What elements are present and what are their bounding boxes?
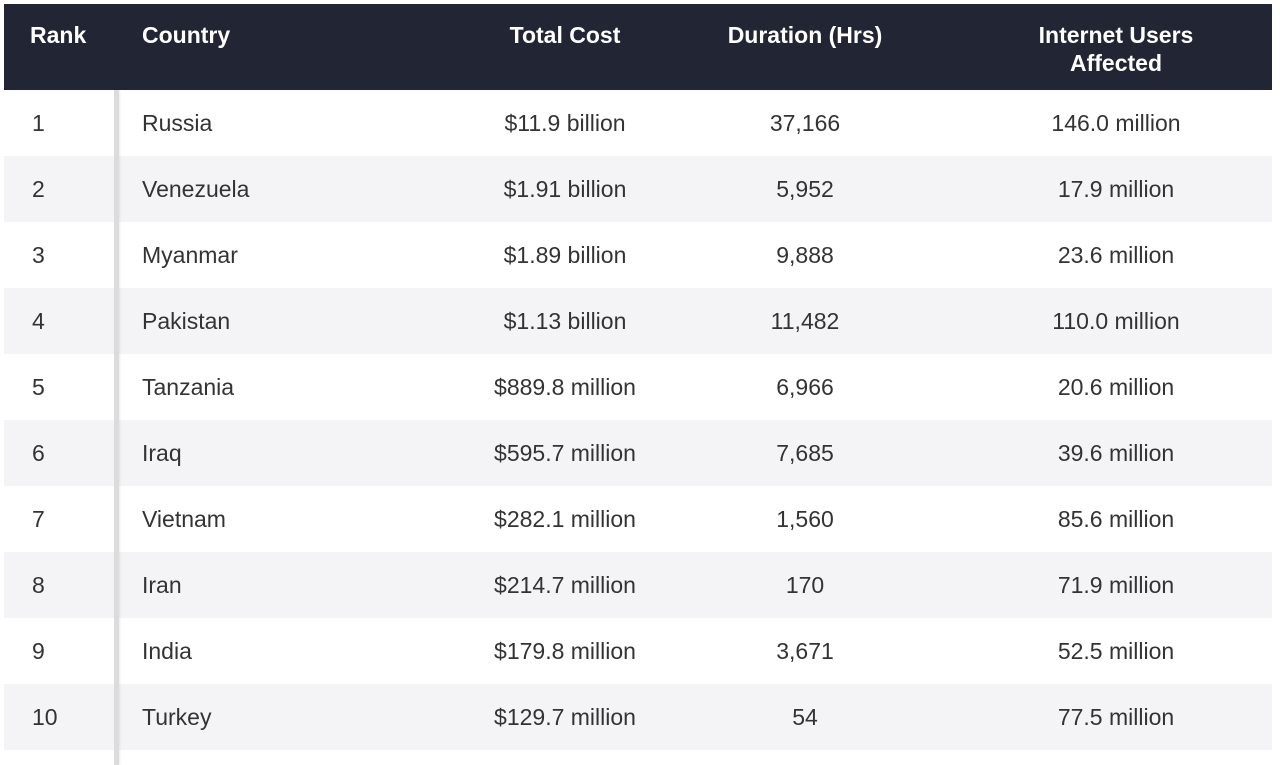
rank-cell: 4 — [32, 307, 45, 334]
data-table: Rank Country Total Cost Duration (Hrs) I… — [4, 4, 1272, 750]
duration-cell: 11,482 — [770, 307, 840, 334]
total-cost-cell: $214.7 million — [494, 571, 636, 598]
table-row: 10 Turkey $129.7 million 54 77.5 million — [4, 684, 1272, 750]
country-cell: Russia — [142, 109, 213, 136]
rank-cell: 6 — [32, 439, 45, 466]
total-cost-cell: $1.13 billion — [503, 307, 627, 334]
table-row: 4 Pakistan $1.13 billion 11,482 110.0 mi… — [4, 288, 1272, 354]
users-affected-cell: 23.6 million — [1057, 241, 1175, 268]
table-row: 7 Vietnam $282.1 million 1,560 85.6 mill… — [4, 486, 1272, 552]
country-cell: Venezuela — [142, 175, 250, 202]
country-cell: Myanmar — [142, 241, 238, 268]
rank-cell: 8 — [32, 571, 45, 598]
users-affected-cell: 71.9 million — [1057, 571, 1175, 598]
total-cost-cell: $889.8 million — [494, 373, 636, 400]
table-row: 6 Iraq $595.7 million 7,685 39.6 million — [4, 420, 1272, 486]
country-cell: Tanzania — [142, 373, 235, 400]
rank-cell: 1 — [32, 109, 45, 136]
rank-cell: 2 — [32, 175, 45, 202]
country-cell: Turkey — [142, 703, 212, 730]
header-internet-users-affected-label: Internet Users Affected — [1038, 22, 1194, 76]
table-row: 9 India $179.8 million 3,671 52.5 millio… — [4, 618, 1272, 684]
duration-cell: 6,966 — [776, 373, 834, 400]
duration-cell: 3,671 — [776, 637, 834, 664]
users-affected-cell: 85.6 million — [1057, 505, 1175, 532]
header-country: Country — [142, 22, 231, 48]
table-row: 1 Russia $11.9 billion 37,166 146.0 mill… — [4, 90, 1272, 156]
total-cost-cell: $282.1 million — [494, 505, 636, 532]
users-affected-cell: 146.0 million — [1051, 109, 1181, 136]
total-cost-cell: $179.8 million — [494, 637, 636, 664]
country-cell: India — [142, 637, 192, 664]
table-row: 2 Venezuela $1.91 billion 5,952 17.9 mil… — [4, 156, 1272, 222]
total-cost-cell: $129.7 million — [494, 703, 636, 730]
table-row: 3 Myanmar $1.89 billion 9,888 23.6 milli… — [4, 222, 1272, 288]
country-cell: Vietnam — [142, 505, 226, 532]
users-affected-cell: 52.5 million — [1057, 637, 1175, 664]
duration-cell: 170 — [785, 571, 825, 598]
rank-cell: 7 — [32, 505, 45, 532]
duration-cell: 5,952 — [776, 175, 834, 202]
duration-cell: 54 — [792, 703, 818, 730]
table-row: 5 Tanzania $889.8 million 6,966 20.6 mil… — [4, 354, 1272, 420]
users-affected-cell: 77.5 million — [1057, 703, 1175, 730]
duration-cell: 9,888 — [776, 241, 834, 268]
country-cell: Pakistan — [142, 307, 231, 334]
rank-column-divider — [114, 90, 119, 765]
total-cost-cell: $1.91 billion — [503, 175, 627, 202]
duration-cell: 1,560 — [776, 505, 834, 532]
header-internet-users-affected: Internet Users Affected — [920, 4, 1272, 90]
users-affected-cell: 110.0 million — [1052, 307, 1180, 334]
users-affected-cell: 20.6 million — [1057, 373, 1175, 400]
rank-cell: 9 — [32, 637, 45, 664]
table-row: 8 Iran $214.7 million 170 71.9 million — [4, 552, 1272, 618]
total-cost-cell: $11.9 billion — [504, 109, 626, 136]
rank-cell: 5 — [32, 373, 45, 400]
header-duration: Duration (Hrs) — [727, 22, 883, 48]
rank-cell: 10 — [32, 703, 58, 730]
total-cost-cell: $595.7 million — [494, 439, 636, 466]
country-cell: Iran — [142, 571, 182, 598]
table-header-row: Rank Country Total Cost Duration (Hrs) I… — [4, 4, 1272, 90]
rank-cell: 3 — [32, 241, 45, 268]
header-rank: Rank — [30, 22, 87, 48]
users-affected-cell: 17.9 million — [1057, 175, 1175, 202]
duration-cell: 7,685 — [776, 439, 834, 466]
duration-cell: 37,166 — [769, 109, 841, 136]
total-cost-cell: $1.89 billion — [503, 241, 627, 268]
country-cell: Iraq — [142, 439, 182, 466]
header-total-cost: Total Cost — [509, 22, 621, 48]
users-affected-cell: 39.6 million — [1057, 439, 1175, 466]
